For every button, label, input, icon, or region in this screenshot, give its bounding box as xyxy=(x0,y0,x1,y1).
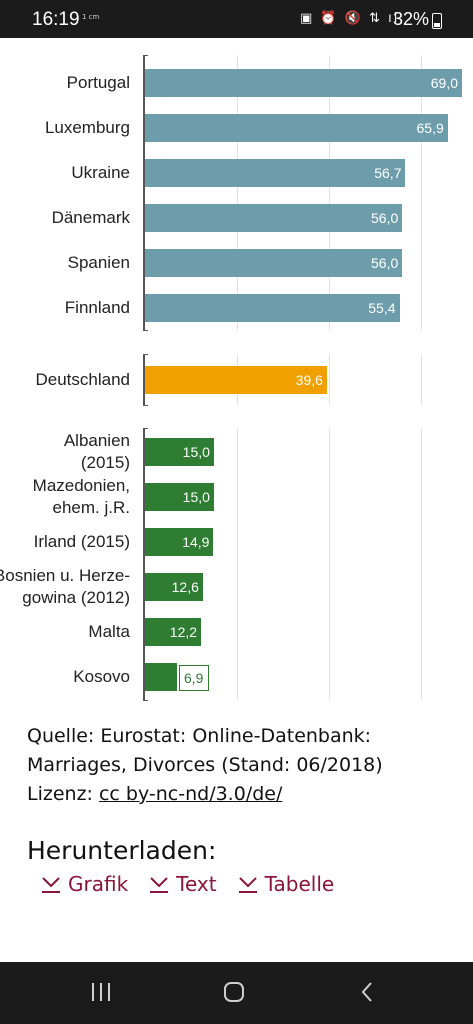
axis-line xyxy=(143,354,145,405)
status-time: 16:19 xyxy=(32,9,80,30)
value-label: 56,0 xyxy=(371,255,399,271)
category-label: Luxemburg xyxy=(45,117,130,139)
category-label-line: Dänemark xyxy=(51,208,130,227)
category-label: Malta xyxy=(88,621,130,643)
recents-icon[interactable] xyxy=(90,980,112,1004)
source-block: Quelle: Eurostat: Online-Datenbank: Marr… xyxy=(27,722,467,809)
category-label-line: Bosnien u. Herze- xyxy=(0,566,130,585)
battery-percent: 32% xyxy=(393,9,430,29)
status-small-text: 1 cm xyxy=(82,13,100,21)
value-label: 56,0 xyxy=(371,210,399,226)
value-label: 12,2 xyxy=(169,624,198,640)
category-label: Ukraine xyxy=(71,162,130,184)
license-link[interactable]: cc by-nc-nd/3.0/de/ xyxy=(98,783,283,805)
battery-icon xyxy=(432,13,442,29)
category-label-line: gowina (2012) xyxy=(22,588,130,607)
gridline xyxy=(237,428,238,700)
category-label: Albanien (2015) xyxy=(64,430,130,474)
home-icon[interactable] xyxy=(222,980,246,1004)
bar-deutschland xyxy=(145,366,327,394)
gridline xyxy=(329,55,330,330)
category-label: Bosnien u. Herze-gowina (2012) xyxy=(0,565,130,609)
value-label: 12,6 xyxy=(171,579,199,595)
value-label: 56,7 xyxy=(374,165,402,181)
download-tabelle-link[interactable]: Tabelle xyxy=(237,872,335,896)
category-label-line: Deutschland xyxy=(35,370,130,389)
download-icon xyxy=(238,877,257,893)
bar-portugal xyxy=(145,69,462,97)
category-label: Mazedonien, ehem. j.R. xyxy=(33,475,130,519)
bar-mazedonien-ehem-j-r- xyxy=(145,483,214,511)
category-label-line: Luxemburg xyxy=(44,118,130,137)
category-label-line: Spanien xyxy=(67,253,130,272)
axis-tick xyxy=(143,700,148,701)
axis-tick xyxy=(143,405,148,406)
gridline xyxy=(329,428,330,700)
axis-tick xyxy=(143,330,148,331)
download-links: Grafik Text Tabelle xyxy=(40,872,334,896)
value-label: 15,0 xyxy=(182,489,210,505)
value-label: 55,4 xyxy=(368,300,396,316)
category-label: Portugal xyxy=(67,72,130,94)
category-label-line: Mazedonien, xyxy=(32,476,130,495)
axis-tick xyxy=(143,428,148,429)
license-prefix: Lizenz: xyxy=(27,783,99,805)
axis-line xyxy=(143,428,145,700)
gridline xyxy=(329,354,330,405)
value-label: 39,6 xyxy=(295,372,323,388)
back-icon[interactable] xyxy=(358,980,376,1004)
bar-dänemark xyxy=(145,204,403,232)
bar-albanien-2015- xyxy=(145,438,214,466)
source-text: Quelle: Eurostat: Online-Datenbank: Marr… xyxy=(27,725,383,776)
category-label-line: ehem. j.R. xyxy=(52,498,130,517)
category-label-line: Ukraine xyxy=(71,163,130,182)
gridline xyxy=(421,55,422,330)
category-label: Kosovo xyxy=(73,666,130,688)
value-label: 14,9 xyxy=(182,534,210,550)
download-tabelle-label: Tabelle xyxy=(264,872,335,896)
category-label-line: Albanien xyxy=(63,431,130,450)
gridline xyxy=(237,55,238,330)
status-bar: 16:19 1 cm ▣ ⏰ 🔇 ⇅ ıl 32% xyxy=(0,0,473,38)
bar-spanien xyxy=(145,249,403,277)
category-label-line: Finnland xyxy=(64,298,130,317)
download-text-label: Text xyxy=(176,872,217,896)
category-label-line: Irland (2015) xyxy=(33,532,130,551)
bar-malta xyxy=(145,618,202,646)
category-label-line: (2015) xyxy=(80,453,130,472)
bar-ukraine xyxy=(145,159,406,187)
category-label: Irland (2015) xyxy=(34,531,130,553)
license-line: Lizenz: cc by-nc-nd/3.0/de/ xyxy=(27,780,467,809)
category-label: Finnland xyxy=(65,297,130,319)
download-icon xyxy=(150,877,169,893)
download-icon xyxy=(42,877,60,893)
bar-bosnien-u-herzegowina-2012- xyxy=(145,573,203,601)
category-label-line: Portugal xyxy=(66,73,130,92)
navigation-bar xyxy=(0,962,473,1024)
download-grafik-label: Grafik xyxy=(68,872,129,896)
bar-finnland xyxy=(145,294,400,322)
value-label: 69,0 xyxy=(430,75,458,91)
category-label: Dänemark xyxy=(52,207,130,229)
value-label: 65,9 xyxy=(416,120,444,136)
value-label: 6,9 xyxy=(178,665,209,691)
download-text-link[interactable]: Text xyxy=(148,872,217,896)
category-label-line: Malta xyxy=(88,622,130,641)
gridline xyxy=(421,354,422,405)
axis-tick xyxy=(143,354,148,355)
category-label: Deutschland xyxy=(35,369,130,391)
download-grafik-link[interactable]: Grafik xyxy=(40,872,128,896)
axis-tick xyxy=(143,55,148,56)
download-title: Herunterladen: xyxy=(27,836,217,865)
category-label: Spanien xyxy=(68,252,130,274)
value-label: 15,0 xyxy=(182,444,210,460)
category-label-line: Kosovo xyxy=(73,667,130,686)
bar-luxemburg xyxy=(145,114,448,142)
axis-line xyxy=(143,55,145,330)
gridline xyxy=(421,428,422,700)
bar-irland-2015- xyxy=(145,528,214,556)
bar-kosovo xyxy=(145,663,177,691)
status-icons: ▣ ⏰ 🔇 ⇅ ıl xyxy=(300,11,400,26)
